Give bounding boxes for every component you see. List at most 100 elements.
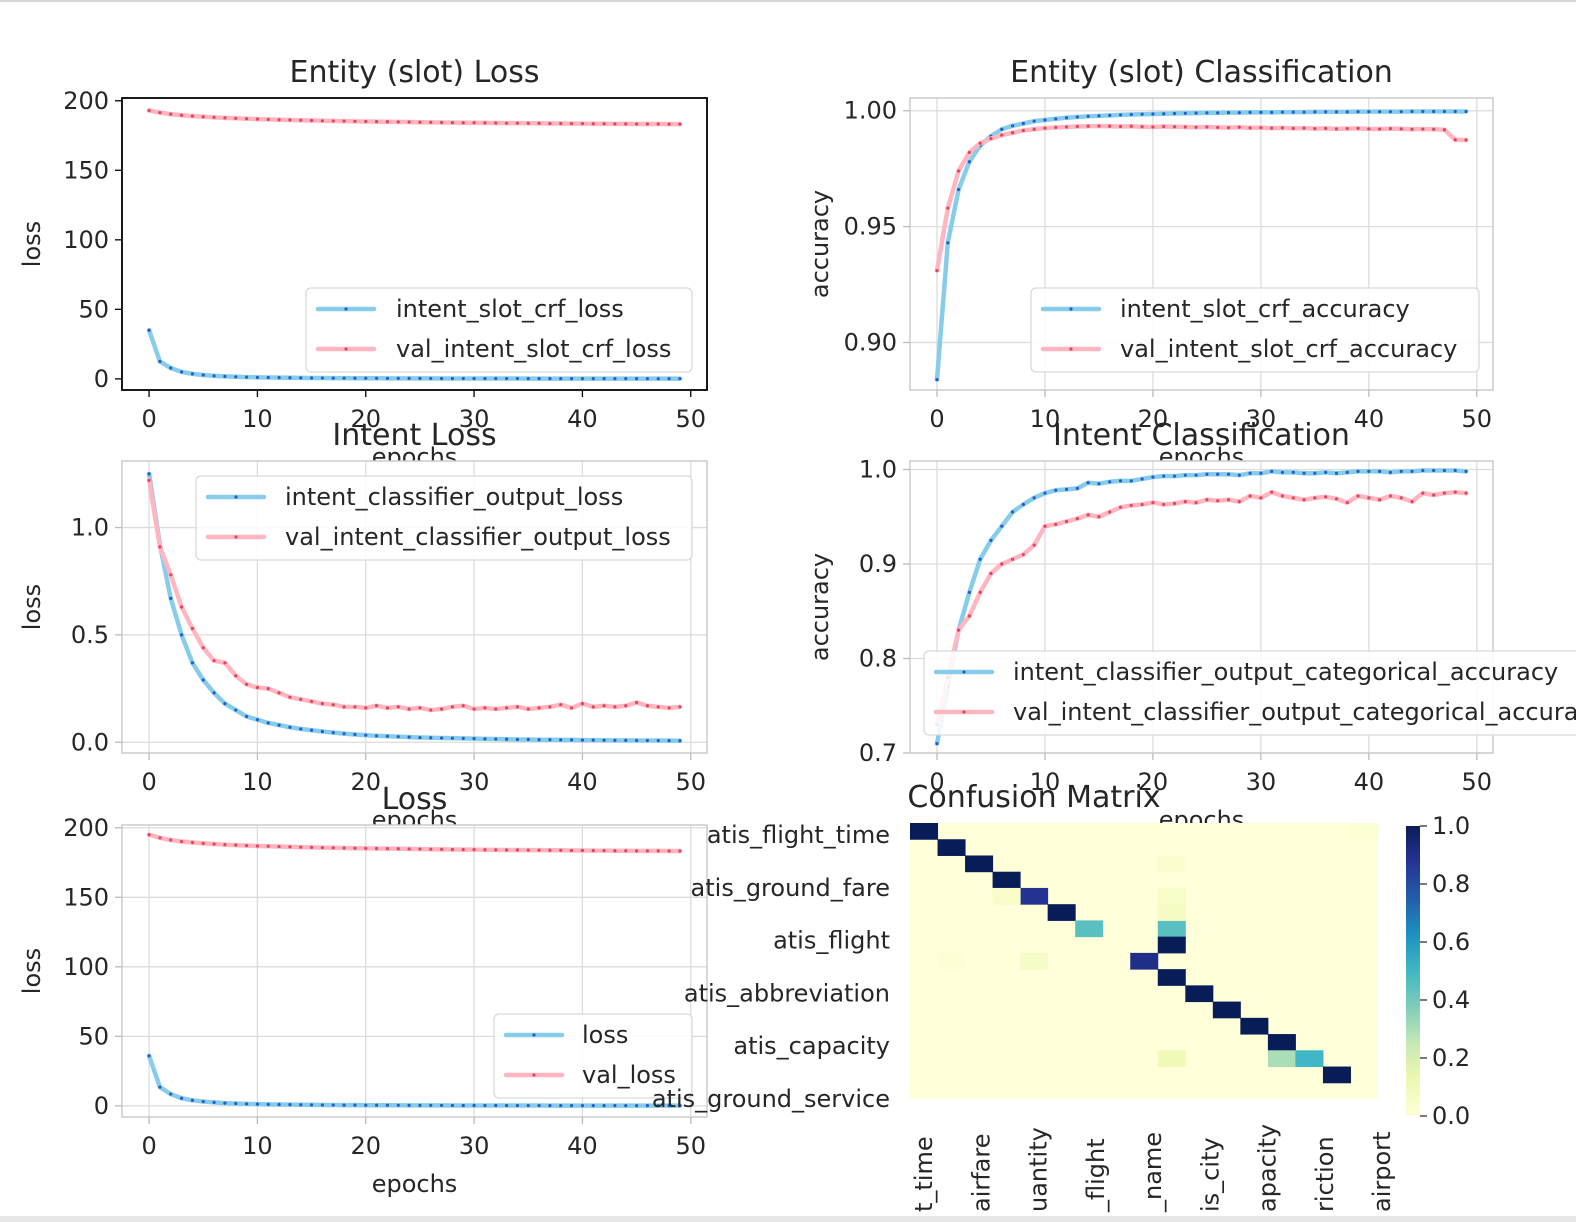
series-point-0 [1097,482,1101,486]
column-label: riction [1311,1136,1339,1212]
series-point-1 [1075,517,1079,521]
series-point-0 [483,737,487,741]
series-point-1 [418,706,422,710]
series-point-1 [169,838,173,842]
series-point-1 [956,169,961,173]
series-point-1 [634,122,639,126]
series-point-0 [559,1103,563,1108]
series-point-1 [678,122,682,126]
series-point-0 [1205,111,1209,115]
series-point-1 [1356,126,1360,130]
series-point-1 [1388,494,1393,498]
series-point-0 [201,678,205,682]
legend-marker [532,1033,536,1037]
series-point-1 [1280,126,1285,130]
series-point-1 [472,707,476,711]
series-point-0 [320,376,325,380]
series-point-0 [201,1099,205,1104]
series-point-1 [989,571,993,576]
series-point-0 [1367,110,1371,114]
series-point-0 [429,376,433,381]
chart-title: Intent Classification [1053,418,1350,453]
series-point-1 [385,847,390,851]
series-point-1 [667,849,671,853]
series-point-0 [1118,479,1123,483]
plot-frame [909,97,1494,391]
colorbar-tick-label: 0.4 [1432,986,1470,1014]
x-tick-label: 20 [1138,768,1169,796]
series-point-0 [978,557,982,561]
series-point-0 [385,376,390,380]
series-point-1 [1453,490,1457,494]
series-point-0 [580,738,585,742]
series-point-0 [591,1103,595,1108]
colorbar-tick-label: 0.2 [1432,1044,1470,1072]
series-point-0 [472,1103,476,1108]
legend-label: loss [582,1021,628,1049]
series-point-0 [1453,109,1457,114]
series-point-0 [591,377,595,381]
series-point-0 [1172,111,1177,116]
series-point-0 [1086,481,1090,485]
y-tick-label: 0.8 [859,645,897,673]
series-point-0 [450,736,455,740]
series-point-1 [1010,557,1015,561]
heatmap-cell [1157,855,1186,873]
series-point-0 [1313,471,1317,475]
series-point-1 [1032,543,1036,547]
row-label: atis_flight_time [707,821,890,849]
series-point-1 [331,703,335,707]
series-point-0 [504,737,509,741]
legend-marker [1069,347,1073,351]
series-point-0 [169,366,173,370]
x-tick-label: 10 [1030,405,1061,433]
series-point-0 [223,1101,227,1105]
series-point-1 [396,847,400,851]
x-tick-label: 20 [350,768,381,796]
subplot-slot-accuracy: 0 10 20 30 40 50 0.90 0.95 1.00 Entity (slot) Cla… [806,55,1494,471]
series-line-0 [146,327,683,381]
series-point-0 [385,734,390,738]
series-point-1 [1086,513,1090,517]
plot-frame [121,460,708,754]
series-point-1 [1421,491,1425,495]
series-point-1 [364,846,368,850]
series-point-1 [331,846,335,850]
series-point-1 [504,706,509,710]
x-tick-label: 10 [242,768,273,796]
series-point-0 [385,1103,390,1107]
series-point-1 [1259,496,1263,500]
x-tick-label: 30 [459,768,490,796]
legend-marker [234,495,238,499]
series-point-0 [1216,472,1220,476]
series-point-0 [277,376,281,380]
series-point-0 [396,376,400,380]
column-label: airport [1368,1132,1396,1212]
series-point-0 [342,732,346,736]
series-point-0 [1345,110,1349,114]
series-point-1 [515,121,520,125]
column-label: is_city [1196,1137,1224,1212]
column-label: airfare [967,1133,995,1212]
series-point-0 [1324,470,1328,474]
legend-label: val_intent_slot_crf_accuracy [1120,335,1457,363]
series-point-1 [277,844,281,849]
legend-label: intent_classifier_output_categorical_acc… [1013,658,1558,686]
series-point-1 [483,121,487,125]
series-point-1 [1075,124,1079,129]
series-point-0 [1162,112,1166,116]
x-tick-label: 0 [141,768,156,796]
series-point-1 [504,848,509,852]
series-point-0 [461,736,465,741]
series-point-1 [569,706,574,710]
series-point-1 [1345,500,1349,505]
series-point-1 [255,117,260,121]
y-tick-label: 0.7 [859,739,897,767]
series-point-0 [1270,110,1274,114]
series-point-1 [418,120,422,124]
series-point-0 [364,733,368,737]
series-point-1 [158,836,162,840]
series-point-1 [967,150,971,155]
x-tick-label: 10 [242,405,273,433]
series-point-0 [472,737,476,741]
